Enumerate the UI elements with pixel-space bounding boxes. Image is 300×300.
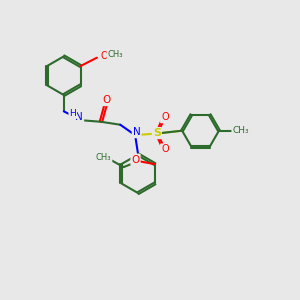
Text: CH₃: CH₃: [96, 153, 112, 162]
Text: O: O: [100, 51, 108, 61]
Text: O: O: [131, 155, 140, 165]
Text: CH₃: CH₃: [108, 50, 123, 59]
Text: O: O: [103, 95, 111, 105]
Text: CH₃: CH₃: [232, 126, 249, 135]
Text: S: S: [153, 128, 161, 138]
Text: N: N: [75, 112, 83, 122]
Text: N: N: [133, 127, 140, 137]
Text: O: O: [161, 112, 169, 122]
Text: H: H: [69, 109, 76, 118]
Text: O: O: [161, 144, 169, 154]
